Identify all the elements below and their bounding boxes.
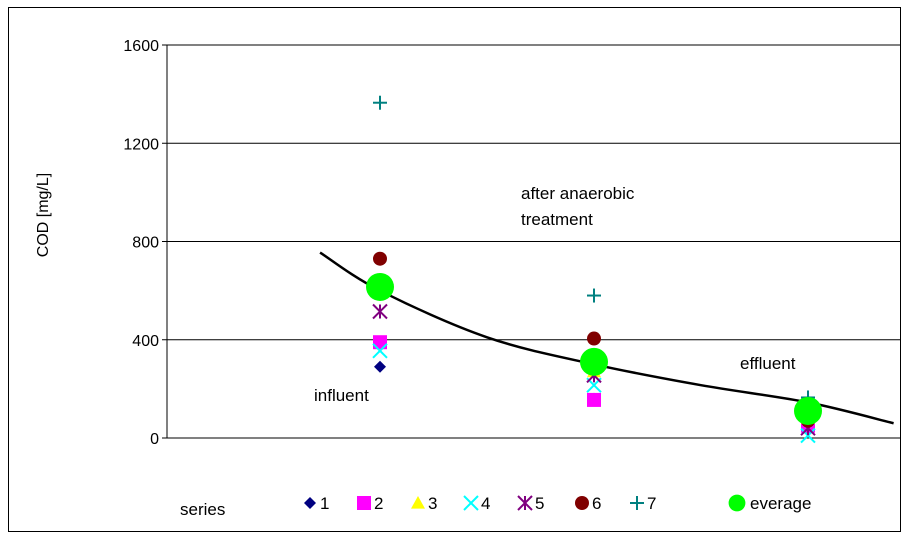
point-series-7 [373,95,387,110]
legend-marker-1 [304,497,316,509]
point-series-1 [374,360,386,373]
y-tick-label: 400 [132,333,159,350]
point-series-4 [372,343,388,359]
point-series-2 [373,335,387,350]
point-series-everage [366,272,394,301]
y-tick-labels: 0 400 800 1200 1600 [123,38,159,448]
y-tick-label: 1600 [123,38,159,55]
y-tick-label: 0 [150,431,159,448]
legend-label: everage [750,494,811,513]
y-axis-label: COD [mg/L] [35,173,52,257]
point-series-everage [794,396,822,425]
data-points [366,95,822,444]
legend-label: 4 [481,494,490,513]
legend-label: 1 [320,494,329,513]
legend-label: 2 [374,494,383,513]
point-series-everage [580,347,608,376]
annotation-label: effluent [740,354,796,373]
gridlines [162,44,901,439]
legend-marker-3 [411,496,425,509]
legend: series 1 2 3 4 5 6 7 everage [180,494,811,519]
legend-marker-7 [630,496,644,510]
legend-marker-6 [575,496,589,510]
legend-marker-everage [728,494,746,512]
point-series-5 [372,303,388,320]
point-series-7 [587,288,601,303]
legend-label: 6 [592,494,601,513]
legend-title: series [180,500,225,519]
annotations: influent after anaerobic treatment effluent [314,184,796,405]
annotation-label: influent [314,386,369,405]
annotation-label: after anaerobic treatment [521,184,635,229]
point-series-6 [587,331,601,346]
legend-marker-5 [517,495,533,511]
legend-marker-4 [463,495,479,511]
legend-marker-2 [357,496,371,510]
y-tick-label: 800 [132,235,159,252]
point-series-4 [800,427,816,444]
legend-label: 7 [647,494,656,513]
chart-frame [8,7,901,532]
legend-label: 3 [428,494,437,513]
point-series-2 [587,392,601,407]
y-tick-label: 1200 [123,136,159,153]
point-series-6 [373,251,387,266]
legend-label: 5 [535,494,544,513]
